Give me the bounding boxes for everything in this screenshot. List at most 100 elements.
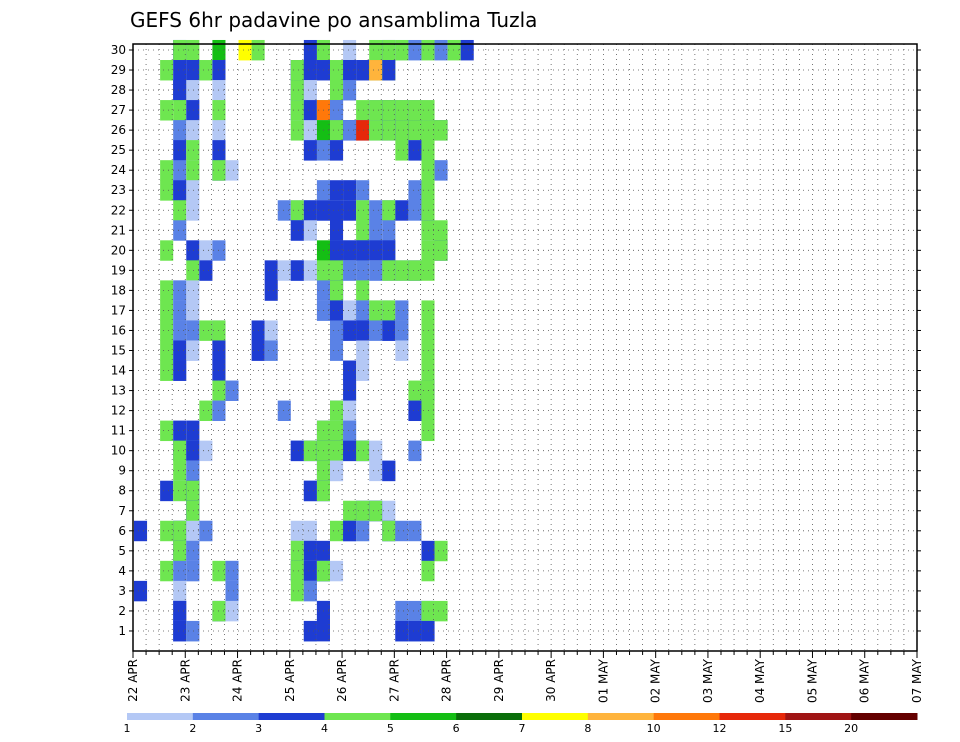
colorbar-label: 7 — [519, 722, 526, 735]
precip-cell — [356, 520, 370, 542]
precip-cell — [173, 220, 187, 241]
precip-cell — [395, 620, 409, 642]
precip-cell — [343, 200, 357, 221]
colorbar-label: 5 — [387, 722, 394, 735]
precip-cell — [160, 280, 174, 301]
precip-cell — [186, 120, 200, 141]
precip-cell — [199, 440, 213, 462]
colorbar-label: 12 — [713, 722, 727, 735]
precip-cell — [356, 60, 370, 81]
precip-cell — [356, 200, 370, 221]
precip-cell — [408, 100, 422, 121]
precip-cell — [408, 180, 422, 201]
precip-cell — [303, 560, 317, 582]
precip-cell — [186, 300, 200, 321]
precip-cell — [173, 80, 187, 101]
precip-cell — [290, 100, 304, 121]
precip-cell — [186, 520, 200, 542]
x-tick-label: 22 APR — [126, 659, 140, 702]
precip-cell — [434, 540, 448, 562]
precip-cell — [356, 300, 370, 321]
colorbar-label: 3 — [255, 722, 262, 735]
precip-cell — [173, 340, 187, 361]
precip-cell — [290, 580, 304, 602]
precip-cell — [395, 340, 409, 361]
precip-cell — [460, 39, 474, 61]
colorbar-swatch — [719, 713, 786, 720]
precip-cell — [408, 140, 422, 161]
precip-cell — [395, 600, 409, 622]
y-tick-label: 11 — [111, 424, 126, 438]
precip-cell — [303, 480, 317, 502]
colorbar-label: 1 — [124, 722, 131, 735]
chart-title: GEFS 6hr padavine po ansamblima Tuzla — [130, 8, 537, 32]
precip-cell — [369, 460, 383, 482]
precip-cell — [356, 320, 370, 341]
precip-cell — [330, 460, 344, 482]
precip-cell — [160, 240, 174, 261]
precip-cell — [225, 380, 239, 401]
precip-cell — [160, 300, 174, 321]
precip-cell — [160, 560, 174, 582]
y-tick-label: 10 — [111, 444, 126, 458]
colorbar-label: 15 — [778, 722, 792, 735]
precip-cell — [303, 580, 317, 602]
precip-cell — [330, 200, 344, 221]
precip-cell — [186, 620, 200, 642]
precip-cell — [290, 220, 304, 241]
precip-cell — [186, 480, 200, 502]
precip-cell — [160, 420, 174, 442]
precip-cell — [395, 39, 409, 61]
x-tick-label: 27 APR — [387, 659, 401, 702]
precip-cell — [330, 340, 344, 361]
precip-cell — [160, 60, 174, 81]
precip-cell — [369, 300, 383, 321]
precip-cell — [173, 440, 187, 462]
colorbar-swatch — [522, 713, 589, 720]
precip-cell — [186, 540, 200, 562]
precip-cell — [330, 420, 344, 442]
precip-cell — [186, 39, 200, 61]
precip-cell — [330, 60, 344, 81]
precip-cell — [303, 540, 317, 562]
precip-cell — [264, 320, 278, 341]
y-tick-label: 16 — [111, 323, 126, 337]
precip-cell — [330, 180, 344, 201]
y-tick-label: 9 — [118, 464, 126, 478]
precip-cell — [369, 240, 383, 261]
colorbar-swatch — [192, 713, 260, 720]
precip-cell — [160, 320, 174, 341]
precip-cell — [277, 400, 291, 422]
precip-cell — [173, 420, 187, 442]
precip-cell — [303, 220, 317, 241]
precip-cell — [303, 200, 317, 221]
precip-cell — [369, 60, 383, 81]
precip-cell — [408, 260, 422, 281]
precip-cell — [173, 460, 187, 482]
precip-cell — [303, 120, 317, 141]
precip-cell — [186, 500, 200, 522]
precip-cell — [343, 80, 357, 101]
precip-cell — [290, 560, 304, 582]
colorbar-swatch — [851, 713, 918, 720]
precip-cell — [173, 540, 187, 562]
precip-cell — [330, 300, 344, 321]
x-tick-label: 25 APR — [283, 659, 297, 702]
precip-cell — [330, 560, 344, 582]
precip-cell — [186, 80, 200, 101]
precip-cell — [395, 520, 409, 542]
precip-cell — [408, 120, 422, 141]
precip-cell — [186, 260, 200, 281]
precip-cell — [356, 100, 370, 121]
precip-cell — [343, 520, 357, 542]
precip-cell — [290, 80, 304, 101]
precip-cell — [264, 280, 278, 301]
precip-cell — [395, 100, 409, 121]
precip-cell — [290, 60, 304, 81]
precip-cell — [186, 320, 200, 341]
y-tick-label: 23 — [111, 183, 126, 197]
precip-cell — [343, 240, 357, 261]
precip-cell — [186, 240, 200, 261]
precip-cell — [395, 140, 409, 161]
y-tick-label: 13 — [111, 384, 126, 398]
